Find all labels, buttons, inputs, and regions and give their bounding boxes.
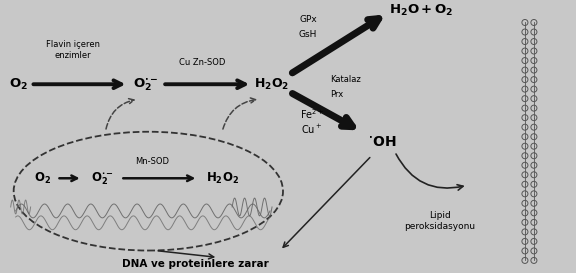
Text: $\mathbf{^{\bullet}OH}$: $\mathbf{^{\bullet}OH}$ <box>367 135 396 149</box>
FancyArrowPatch shape <box>283 158 370 247</box>
Text: $\mathbf{H_2O+O_2}$: $\mathbf{H_2O+O_2}$ <box>389 2 454 17</box>
Text: GPx: GPx <box>299 15 317 24</box>
FancyArrowPatch shape <box>106 99 134 129</box>
Text: $\mathbf{O_2^{\bullet-}}$: $\mathbf{O_2^{\bullet-}}$ <box>132 76 158 93</box>
Text: $\mathbf{H_2O_2}$: $\mathbf{H_2O_2}$ <box>206 171 238 186</box>
Text: $\mathbf{O_2^{\bullet-}}$: $\mathbf{O_2^{\bullet-}}$ <box>91 170 114 186</box>
Text: $\mathbf{H_2O_2}$: $\mathbf{H_2O_2}$ <box>255 77 290 92</box>
Text: Flavin içeren
enzimler: Flavin içeren enzimler <box>46 40 100 60</box>
Text: Katalaz: Katalaz <box>330 75 361 84</box>
Text: $\mathbf{O_2}$: $\mathbf{O_2}$ <box>9 77 28 92</box>
Text: Fe$^{2+}$
Cu$^+$: Fe$^{2+}$ Cu$^+$ <box>300 107 324 136</box>
Text: Mn-SOD: Mn-SOD <box>135 157 169 166</box>
Text: GsH: GsH <box>299 30 317 39</box>
Text: Cu Zn-SOD: Cu Zn-SOD <box>179 58 225 67</box>
FancyArrowPatch shape <box>396 154 463 190</box>
Text: $\mathbf{O_2}$: $\mathbf{O_2}$ <box>34 171 51 186</box>
Text: Prx: Prx <box>330 90 343 99</box>
FancyArrowPatch shape <box>223 98 256 129</box>
Text: DNA ve proteinlere zarar: DNA ve proteinlere zarar <box>122 259 268 269</box>
Text: Lipid
peroksidasyonu: Lipid peroksidasyonu <box>404 211 475 231</box>
FancyArrowPatch shape <box>158 251 214 259</box>
